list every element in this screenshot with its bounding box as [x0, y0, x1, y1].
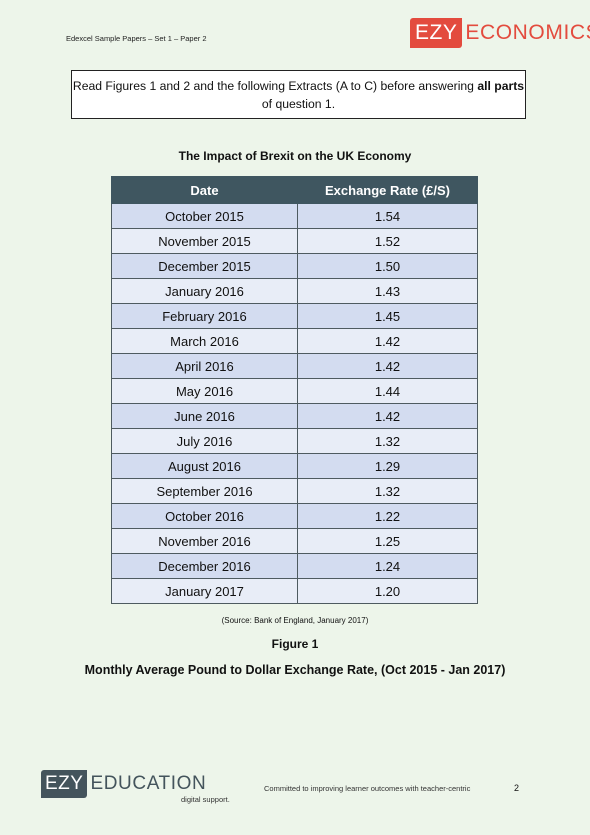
table-row: November 2015 1.52: [111, 228, 478, 254]
exchange-rate-cell: 1.32: [297, 428, 478, 454]
table-row: November 2016 1.25: [111, 528, 478, 554]
exchange-rate-cell: 1.42: [297, 403, 478, 429]
date-cell: April 2016: [111, 353, 298, 379]
exchange-rate-cell: 1.22: [297, 503, 478, 529]
exchange-rate-cell: 1.44: [297, 378, 478, 404]
exchange-rate-cell: 1.50: [297, 253, 478, 279]
exchange-rate-cell: 1.43: [297, 278, 478, 304]
date-cell: February 2016: [111, 303, 298, 329]
logo-word-text: ECONOMICS: [465, 21, 590, 44]
exchange-rate-cell: 1.25: [297, 528, 478, 554]
table-row: October 2015 1.54: [111, 203, 478, 229]
table-row: January 2017 1.20: [111, 578, 478, 604]
table-row: April 2016 1.42: [111, 353, 478, 379]
exchange-rate-cell: 1.29: [297, 453, 478, 479]
exchange-rate-cell: 1.20: [297, 578, 478, 604]
exchange-rate-table: Date Exchange Rate (£/S) October 2015 1.5…: [111, 176, 478, 604]
date-cell: January 2017: [111, 578, 298, 604]
table-row: July 2016 1.32: [111, 428, 478, 454]
page-number: 2: [514, 783, 520, 793]
date-cell: August 2016: [111, 453, 298, 479]
date-cell: July 2016: [111, 428, 298, 454]
exchange-rate-cell: 1.42: [297, 353, 478, 379]
exchange-rate-cell: 1.54: [297, 203, 478, 229]
ezy-economics-logo: EZY ECONOMICS: [410, 17, 590, 49]
table-row: December 2016 1.24: [111, 553, 478, 579]
table-header-row: Date Exchange Rate (£/S): [111, 176, 478, 204]
figure-caption: Monthly Average Pound to Dollar Exchange…: [84, 663, 506, 677]
exchange-rate-cell: 1.42: [297, 328, 478, 354]
date-cell: May 2016: [111, 378, 298, 404]
exchange-rate-cell: 1.24: [297, 553, 478, 579]
table-row: January 2016 1.43: [111, 278, 478, 304]
table-title: The Impact of Brexit on the UK Economy: [178, 149, 412, 163]
ezy-education-logo: EZY EDUCATION: [41, 770, 206, 798]
table-body: October 2015 1.54 November 2015 1.52 Decembe…: [111, 203, 478, 604]
table-row: June 2016 1.42: [111, 403, 478, 429]
column-header-date: Date: [111, 176, 298, 204]
date-cell: October 2015: [111, 203, 298, 229]
source-note: (Source: Bank of England, January 2017): [221, 616, 369, 625]
date-cell: November 2015: [111, 228, 298, 254]
exchange-rate-cell: 1.45: [297, 303, 478, 329]
date-cell: November 2016: [111, 528, 298, 554]
table-row: March 2016 1.42: [111, 328, 478, 354]
instruction-bold: all parts: [477, 79, 525, 93]
date-cell: March 2016: [111, 328, 298, 354]
figure-label: Figure 1: [271, 637, 319, 651]
date-cell: June 2016: [111, 403, 298, 429]
table-row: February 2016 1.45: [111, 303, 478, 329]
paper-reference: Edexcel Sample Papers – Set 1 – Paper 2: [66, 34, 207, 43]
footer-logo-box-text: EZY: [41, 770, 88, 798]
column-header-rate: Exchange Rate (£/S): [297, 176, 478, 204]
table-row: October 2016 1.22: [111, 503, 478, 529]
exchange-rate-cell: 1.52: [297, 228, 478, 254]
table-row: December 2015 1.50: [111, 253, 478, 279]
date-cell: December 2015: [111, 253, 298, 279]
instruction-box: Read Figures 1 and 2 and the following E…: [71, 70, 526, 119]
instruction-text-before: Read Figures 1 and 2 and the following E…: [72, 79, 478, 93]
logo-box-text: EZY: [410, 18, 463, 48]
footer-tagline-continued: digital support.: [181, 795, 230, 804]
table-row: May 2016 1.44: [111, 378, 478, 404]
table-row: August 2016 1.29: [111, 453, 478, 479]
date-cell: January 2016: [111, 278, 298, 304]
table-row: September 2016 1.32: [111, 478, 478, 504]
footer-logo-word-text: EDUCATION: [90, 773, 207, 794]
date-cell: December 2016: [111, 553, 298, 579]
exchange-rate-cell: 1.32: [297, 478, 478, 504]
instruction-text-after: of question 1.: [261, 97, 336, 111]
date-cell: September 2016: [111, 478, 298, 504]
footer-tagline: Committed to improving learner outcomes …: [264, 784, 471, 793]
date-cell: October 2016: [111, 503, 298, 529]
